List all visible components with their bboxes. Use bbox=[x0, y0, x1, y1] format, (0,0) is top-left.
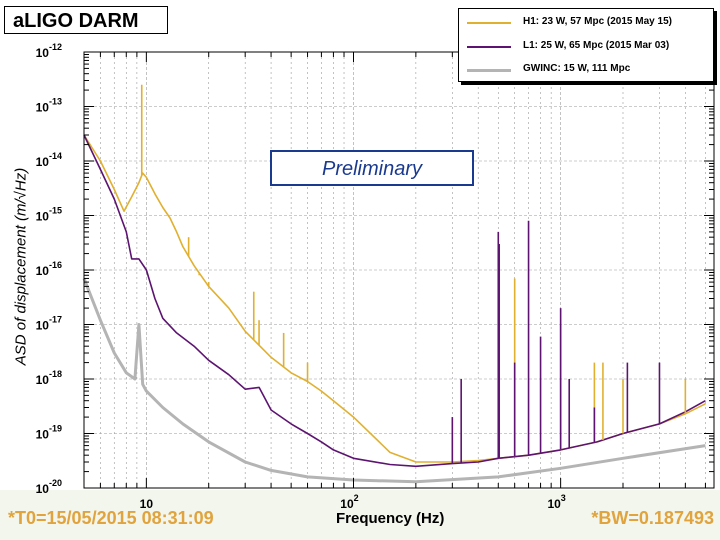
preliminary-annotation: Preliminary bbox=[270, 150, 474, 186]
x-tick-label: 10 bbox=[140, 497, 154, 511]
y-tick-exponent: -18 bbox=[49, 369, 62, 379]
y-tick-exponent: -14 bbox=[49, 151, 62, 161]
legend: H1: 23 W, 57 Mpc (2015 May 15) L1: 25 W,… bbox=[458, 8, 714, 82]
series-line-l1 bbox=[83, 134, 706, 468]
axes bbox=[83, 51, 715, 489]
x-tick-exponent: 3 bbox=[561, 493, 566, 503]
timestamp-footer: *T0=15/05/2015 08:31:09 bbox=[8, 508, 214, 528]
series-layer bbox=[82, 84, 706, 484]
legend-label-h1: H1: 23 W, 57 Mpc (2015 May 15) bbox=[523, 16, 672, 27]
legend-swatch-h1 bbox=[467, 22, 511, 24]
legend-label-l1: L1: 25 W, 65 Mpc (2015 Mar 03) bbox=[523, 40, 670, 51]
bandwidth-footer: *BW=0.187493 bbox=[591, 508, 714, 528]
series-line-gwinc bbox=[82, 277, 706, 484]
footer-band bbox=[0, 490, 720, 540]
y-tick-exponent: -15 bbox=[49, 206, 62, 216]
y-tick-exponent: -19 bbox=[49, 424, 62, 434]
y-tick-exponent: -13 bbox=[49, 97, 62, 107]
x-axis-label: Frequency (Hz) bbox=[336, 510, 445, 527]
legend-swatch-gwinc bbox=[467, 69, 511, 72]
y-tick-exponent: -20 bbox=[49, 478, 62, 488]
chart-title: aLIGO DARM bbox=[4, 6, 168, 34]
legend-swatch-l1 bbox=[467, 46, 511, 48]
y-tick-exponent: -17 bbox=[49, 315, 62, 325]
x-tick-exponent: 2 bbox=[354, 493, 359, 503]
y-axis-label: ASD of displacement (m/√Hz) bbox=[12, 167, 30, 366]
y-tick-exponent: -16 bbox=[49, 260, 62, 270]
legend-label-gwinc: GWINC: 15 W, 111 Mpc bbox=[523, 63, 631, 74]
y-tick-exponent: -12 bbox=[49, 42, 62, 52]
